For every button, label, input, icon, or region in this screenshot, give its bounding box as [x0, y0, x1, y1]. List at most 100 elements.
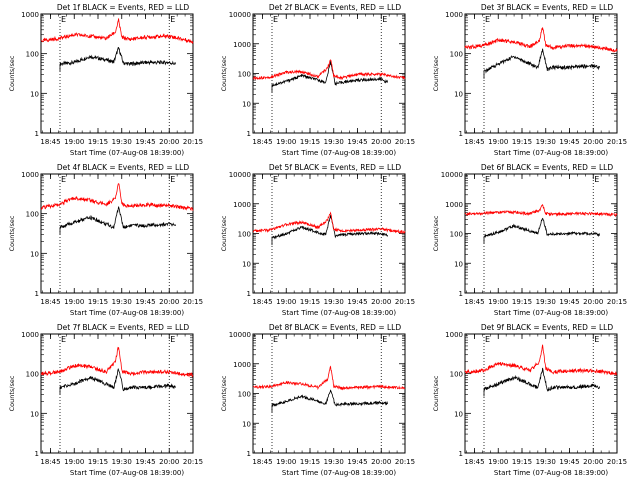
y-tick-label: 100 [26, 211, 39, 219]
x-tick-label: 19:45 [559, 138, 579, 146]
x-tick-label: 19:00 [64, 138, 84, 146]
eclipse-marker-label: E [273, 335, 278, 344]
x-tick-label: 18:45 [40, 138, 60, 146]
x-tick-label: 20:00 [371, 138, 391, 146]
x-tick-label: 18:45 [40, 458, 60, 466]
lld-series-line [464, 203, 618, 218]
panel-title: Det 8f BLACK = Events, RED = LLD [269, 323, 402, 332]
y-axis-label: Counts/sec [220, 55, 228, 91]
y-tick-label: 10 [30, 410, 39, 418]
x-tick-label: 19:15 [300, 298, 320, 306]
x-tick-label: 19:15 [512, 458, 532, 466]
y-tick-label: 10 [242, 100, 251, 108]
x-tick-label: 19:30 [536, 298, 556, 306]
y-tick-label: 10 [242, 420, 251, 428]
eclipse-marker-label: E [594, 175, 599, 184]
panel-8: Det 8f BLACK = Events, RED = LLD Counts/s… [220, 323, 415, 477]
y-tick-label: 10 [454, 260, 463, 268]
panel-7: Det 7f BLACK = Events, RED = LLD Counts/s… [8, 323, 203, 477]
events-series-line [271, 389, 388, 413]
y-axis-label: Counts/sec [432, 375, 440, 411]
y-tick-label: 10 [30, 250, 39, 258]
y-tick-label: 1000 [21, 171, 39, 179]
x-tick-label: 19:45 [559, 298, 579, 306]
y-tick-label: 100 [450, 51, 463, 59]
events-series-line [271, 60, 388, 93]
x-tick-label: 18:45 [252, 458, 272, 466]
eclipse-marker-label: E [273, 175, 278, 184]
x-tick-label: 20:15 [607, 298, 627, 306]
y-tick-label: 10 [30, 90, 39, 98]
y-tick-label: 1 [247, 130, 251, 138]
y-tick-label: 10 [454, 410, 463, 418]
y-tick-label: 1000 [445, 331, 463, 339]
lld-series-line [40, 18, 194, 45]
x-axis-label: Start Time (07-Aug-08 18:39:00) [282, 469, 396, 477]
eclipse-marker-label: E [594, 15, 599, 24]
y-tick-label: 100 [450, 231, 463, 239]
events-series-line [271, 214, 388, 246]
y-axis-label: Counts/sec [220, 215, 228, 251]
x-tick-label: 18:45 [40, 298, 60, 306]
x-tick-label: 19:30 [112, 298, 132, 306]
x-axis-label: Start Time (07-Aug-08 18:39:00) [494, 149, 608, 157]
panel-title: Det 7f BLACK = Events, RED = LLD [57, 323, 190, 332]
y-tick-label: 1000 [21, 11, 39, 19]
events-series-line [483, 367, 600, 397]
x-tick-label: 20:00 [371, 298, 391, 306]
x-tick-label: 20:15 [183, 138, 203, 146]
x-tick-label: 18:45 [464, 298, 484, 306]
eclipse-marker-label: E [382, 15, 387, 24]
x-tick-label: 20:15 [183, 298, 203, 306]
y-tick-label: 10000 [229, 331, 251, 339]
eclipse-marker-label: E [170, 175, 175, 184]
y-axis-label: Counts/sec [8, 55, 16, 91]
plot-frame [464, 13, 618, 134]
x-tick-label: 18:45 [252, 298, 272, 306]
x-tick-label: 20:00 [159, 138, 179, 146]
x-tick-label: 20:00 [583, 458, 603, 466]
x-tick-label: 19:00 [276, 138, 296, 146]
x-tick-label: 19:30 [112, 458, 132, 466]
panel-title: Det 2f BLACK = Events, RED = LLD [269, 3, 402, 12]
x-tick-label: 19:45 [347, 138, 367, 146]
panel-title: Det 4f BLACK = Events, RED = LLD [57, 163, 190, 172]
y-axis-label: Counts/sec [8, 215, 16, 251]
eclipse-marker-label: E [594, 335, 599, 344]
y-axis-label: Counts/sec [432, 55, 440, 91]
x-tick-label: 20:15 [183, 458, 203, 466]
x-tick-label: 19:45 [559, 458, 579, 466]
x-tick-label: 18:45 [252, 138, 272, 146]
eclipse-marker-label: E [61, 175, 66, 184]
y-tick-label: 100 [238, 71, 251, 79]
y-tick-label: 1000 [445, 201, 463, 209]
x-tick-label: 20:00 [159, 458, 179, 466]
x-tick-label: 19:30 [112, 138, 132, 146]
x-tick-label: 18:45 [464, 458, 484, 466]
x-tick-label: 19:45 [347, 298, 367, 306]
x-tick-label: 19:00 [64, 298, 84, 306]
x-tick-label: 19:15 [512, 138, 532, 146]
eclipse-marker-label: E [61, 15, 66, 24]
x-tick-label: 19:30 [324, 458, 344, 466]
y-tick-label: 10 [454, 90, 463, 98]
events-series-line [483, 217, 600, 244]
x-tick-label: 19:45 [347, 458, 367, 466]
x-tick-label: 19:15 [88, 138, 108, 146]
x-axis-label: Start Time (07-Aug-08 18:39:00) [494, 469, 608, 477]
x-axis-label: Start Time (07-Aug-08 18:39:00) [70, 149, 184, 157]
lld-series-line [40, 346, 194, 378]
y-tick-label: 1000 [233, 361, 251, 369]
x-tick-label: 19:00 [488, 138, 508, 146]
x-axis-label: Start Time (07-Aug-08 18:39:00) [494, 309, 608, 317]
panel-title: Det 9f BLACK = Events, RED = LLD [481, 323, 614, 332]
y-tick-label: 1 [35, 130, 39, 138]
panel-9: Det 9f BLACK = Events, RED = LLD Counts/s… [432, 323, 627, 477]
y-tick-label: 10000 [229, 11, 251, 19]
x-tick-label: 19:00 [488, 298, 508, 306]
lld-series-line [252, 59, 406, 81]
x-tick-label: 19:30 [324, 298, 344, 306]
plot-frame [252, 333, 406, 454]
y-tick-label: 1 [459, 450, 463, 458]
lld-series-line [252, 211, 406, 235]
